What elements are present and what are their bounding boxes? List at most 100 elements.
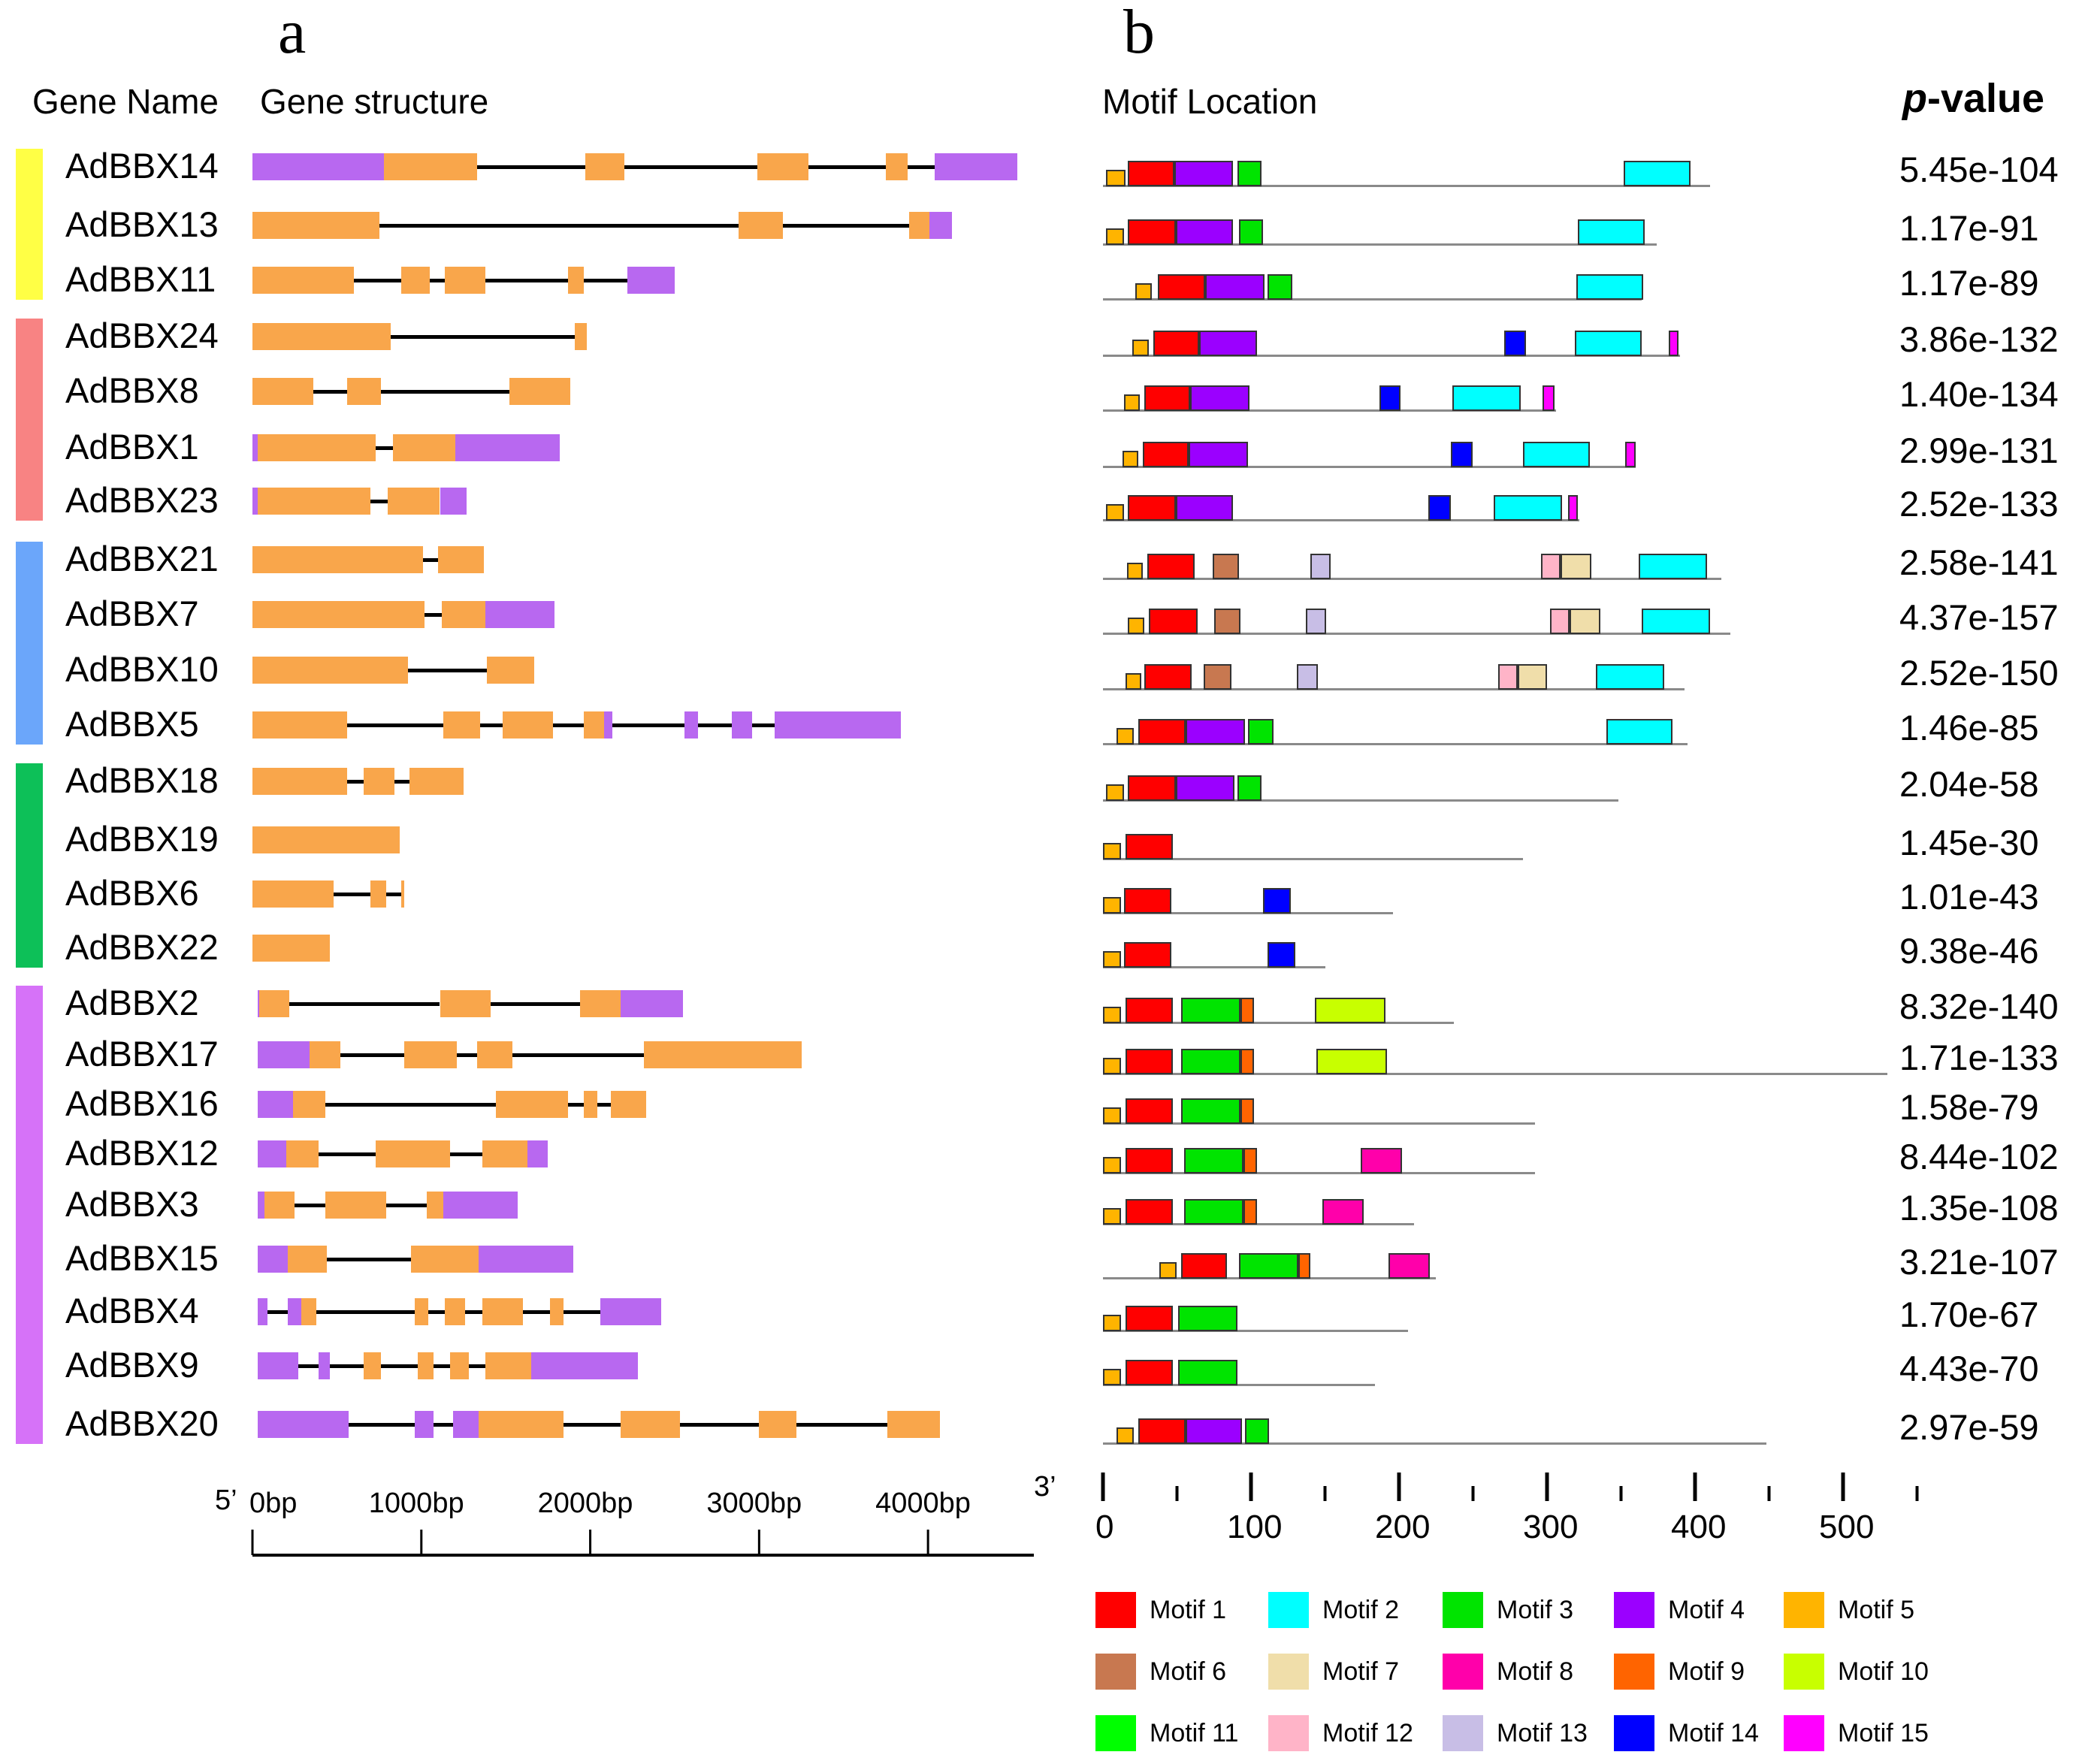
intron-line bbox=[476, 165, 585, 169]
motif-1-box bbox=[1128, 219, 1176, 245]
intron-line bbox=[385, 893, 401, 896]
gene-name: AdBBX18 bbox=[65, 760, 219, 800]
protein-line bbox=[1103, 1442, 1766, 1445]
intron-line bbox=[330, 1364, 364, 1368]
exon-block bbox=[286, 1140, 319, 1167]
motif-3-box bbox=[1267, 274, 1293, 300]
gene-structure-header: Gene structure bbox=[260, 82, 489, 121]
exon-block bbox=[438, 546, 484, 573]
legend-swatch bbox=[1784, 1654, 1824, 1690]
panel-a-label: a bbox=[278, 0, 307, 67]
protein-line bbox=[1103, 966, 1325, 968]
legend-swatch bbox=[1095, 1715, 1136, 1751]
motif-13-box bbox=[1310, 554, 1331, 579]
intron-line bbox=[346, 723, 443, 727]
exon-block bbox=[392, 434, 455, 461]
utr-block bbox=[288, 1298, 302, 1325]
utr-block bbox=[929, 212, 952, 239]
motif-3-box bbox=[1178, 1306, 1238, 1331]
intron-line bbox=[485, 279, 569, 282]
intron-line bbox=[326, 1258, 412, 1261]
legend-label: Motif 9 bbox=[1668, 1657, 1745, 1686]
motif-1-box bbox=[1138, 1418, 1186, 1444]
utr-block bbox=[414, 1411, 434, 1438]
intron-line bbox=[391, 335, 576, 339]
exon-block bbox=[252, 880, 334, 908]
exon-block bbox=[495, 1091, 569, 1118]
exon-block bbox=[409, 768, 464, 795]
p-value: 1.35e-108 bbox=[1899, 1188, 2059, 1228]
intron-line bbox=[425, 613, 442, 617]
legend-motif-11: Motif 11 bbox=[1095, 1714, 1238, 1752]
intron-line bbox=[289, 1002, 440, 1006]
motif-1-box bbox=[1149, 609, 1198, 634]
legend-label: Motif 5 bbox=[1838, 1595, 1915, 1624]
motif-2-box bbox=[1596, 664, 1664, 690]
intron-line bbox=[394, 780, 410, 784]
p-value: 2.52e-150 bbox=[1899, 653, 2059, 693]
exon-block bbox=[252, 267, 354, 294]
motif-7-box bbox=[1569, 609, 1600, 634]
motif-3-box bbox=[1184, 1148, 1244, 1173]
exon-block bbox=[252, 826, 400, 853]
intron-line bbox=[698, 723, 733, 727]
motif-13-box bbox=[1297, 664, 1318, 690]
exon-block bbox=[757, 153, 808, 180]
group-bar-1 bbox=[16, 149, 43, 300]
utr-block bbox=[527, 1140, 548, 1167]
exon-block bbox=[568, 267, 584, 294]
p-value: 3.86e-132 bbox=[1899, 319, 2059, 359]
exon-block bbox=[621, 1411, 680, 1438]
gene-name-header: Gene Name bbox=[32, 82, 219, 121]
legend-swatch bbox=[1443, 1592, 1483, 1628]
motif-location-header: Motif Location bbox=[1102, 82, 1318, 121]
legend-label: Motif 1 bbox=[1150, 1595, 1227, 1624]
motif-1-box bbox=[1153, 331, 1200, 356]
exon-block bbox=[258, 990, 290, 1017]
motif-5-box bbox=[1132, 340, 1150, 356]
legend-swatch bbox=[1268, 1715, 1309, 1751]
exon-block bbox=[441, 601, 486, 628]
motif-5-box bbox=[1105, 504, 1124, 521]
motif-2-box bbox=[1576, 274, 1644, 300]
p-value: 8.44e-102 bbox=[1899, 1137, 2059, 1177]
exon-block bbox=[387, 488, 440, 515]
exon-block bbox=[575, 323, 588, 350]
exon-block bbox=[257, 434, 376, 461]
legend-label: Motif 2 bbox=[1322, 1595, 1400, 1624]
gene-axis-tick-label: 0bp bbox=[249, 1488, 298, 1519]
legend-swatch bbox=[1784, 1592, 1824, 1628]
motif-13-box bbox=[1305, 609, 1327, 634]
motif-8-box bbox=[1322, 1199, 1364, 1225]
motif-1-box bbox=[1125, 1148, 1173, 1173]
intron-line bbox=[553, 723, 584, 727]
motif-2-box bbox=[1624, 161, 1691, 186]
motif-1-box bbox=[1144, 385, 1191, 411]
motif-1-box bbox=[1125, 1360, 1173, 1385]
motif-2-box bbox=[1523, 442, 1591, 467]
p-value: 5.45e-104 bbox=[1899, 150, 2059, 189]
gene-name: AdBBX7 bbox=[65, 594, 199, 633]
motif-5-box bbox=[1116, 728, 1135, 745]
p-value: 2.99e-131 bbox=[1899, 430, 2059, 470]
protein-line bbox=[1103, 355, 1681, 357]
gene-name: AdBBX4 bbox=[65, 1291, 199, 1331]
p-value: 4.37e-157 bbox=[1899, 597, 2059, 637]
motif-8-box bbox=[1360, 1148, 1402, 1173]
exon-block bbox=[252, 212, 379, 239]
exon-block bbox=[418, 1352, 434, 1379]
exon-block bbox=[310, 1041, 340, 1068]
gene-name: AdBBX19 bbox=[65, 819, 219, 859]
motif-4-box bbox=[1175, 495, 1234, 521]
motif-1-box bbox=[1125, 1049, 1173, 1074]
motif-12-box bbox=[1541, 554, 1561, 579]
gene-axis-tick-label: 3000bp bbox=[706, 1488, 802, 1519]
exon-block bbox=[288, 1246, 327, 1273]
motif-9-box bbox=[1240, 1098, 1254, 1124]
motif-2-box bbox=[1639, 554, 1707, 579]
intron-line bbox=[313, 390, 347, 394]
intron-line bbox=[340, 1053, 405, 1057]
protein-line bbox=[1103, 298, 1642, 301]
legend-motif-3: Motif 3 bbox=[1443, 1591, 1573, 1629]
exon-block bbox=[426, 1192, 443, 1219]
